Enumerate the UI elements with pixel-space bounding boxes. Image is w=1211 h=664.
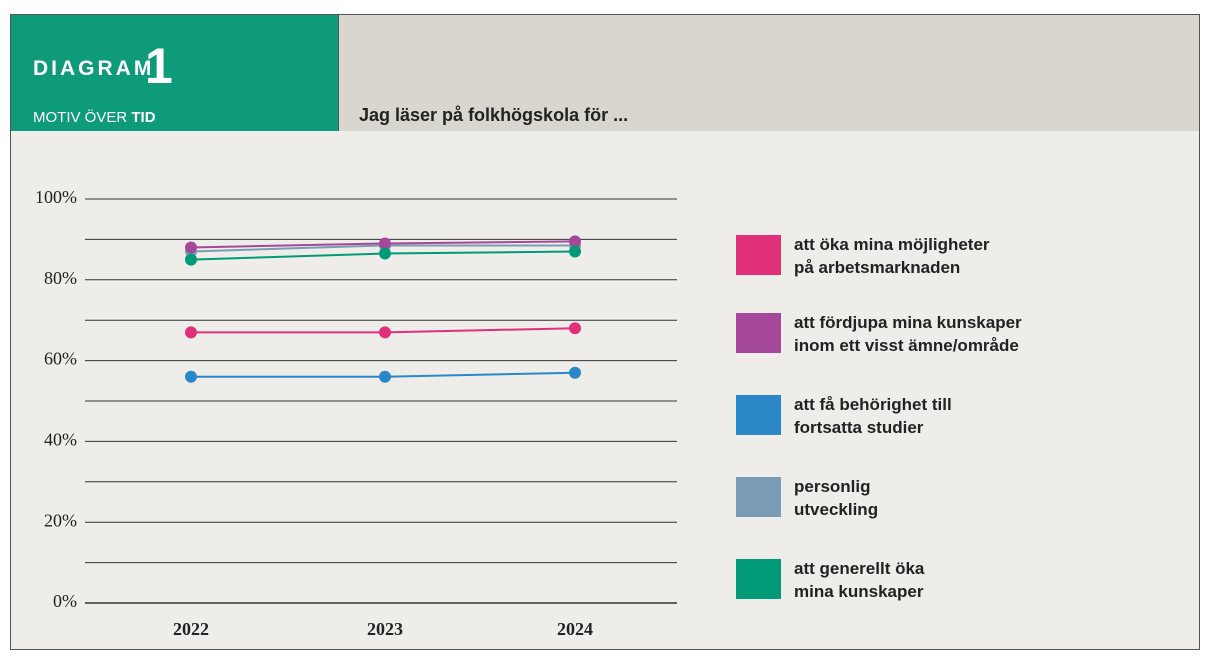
- y-tick-label: 20%: [44, 510, 77, 530]
- series-point: [379, 326, 391, 339]
- header-badge: DIAGRAM 1 MOTIV ÖVER TID: [11, 15, 338, 131]
- series-point: [569, 245, 581, 258]
- series-point: [379, 370, 391, 383]
- header-bar: Jag läser på folkhögskola för ...: [338, 15, 1199, 131]
- legend-swatch: [736, 235, 781, 275]
- x-tick-label: 2023: [367, 619, 403, 639]
- x-tick-label: 2024: [557, 619, 593, 639]
- series-point: [569, 235, 581, 248]
- y-tick-label: 80%: [44, 268, 77, 288]
- legend-swatch: [736, 395, 781, 435]
- chart-title: Jag läser på folkhögskola för ...: [359, 105, 629, 125]
- series-point: [569, 322, 581, 335]
- series-point: [379, 237, 391, 250]
- x-tick-label: 2022: [173, 619, 209, 639]
- y-tick-label: 60%: [44, 349, 77, 369]
- y-tick-label: 40%: [44, 430, 77, 450]
- panel: DIAGRAM 1 MOTIV ÖVER TID Jag läser på fo…: [10, 14, 1200, 650]
- series-point: [185, 370, 197, 383]
- chart: 0% 20% 40% 60% 80% 100% 2022 2023 2024: [35, 187, 677, 639]
- diagram-label: DIAGRAM: [33, 57, 155, 80]
- subtitle-emphasis: TID: [131, 109, 156, 126]
- y-tick-label: 100%: [35, 187, 77, 207]
- legend-swatch: [736, 477, 781, 517]
- legend-label: personlig utveckling: [794, 477, 879, 519]
- legend-label: att fördjupa mina kunskaper inom ett vis…: [794, 313, 1022, 355]
- legend-swatch: [736, 313, 781, 353]
- legend-label: att få behörighet till fortsatta studier: [794, 395, 952, 437]
- series-point: [569, 366, 581, 379]
- subtitle: MOTIV ÖVER TID: [33, 109, 156, 126]
- legend-label: att generellt öka mina kunskaper: [794, 559, 925, 601]
- series-point: [379, 247, 391, 260]
- series-point: [185, 241, 197, 254]
- y-tick-label: 0%: [53, 591, 77, 611]
- legend-label: att öka mina möjligheter på arbetsmarkna…: [794, 235, 990, 277]
- series-point: [185, 253, 197, 266]
- subtitle-prefix: MOTIV ÖVER: [33, 109, 128, 126]
- series-point: [185, 326, 197, 339]
- legend-swatch: [736, 559, 781, 599]
- diagram-number: 1: [145, 38, 173, 94]
